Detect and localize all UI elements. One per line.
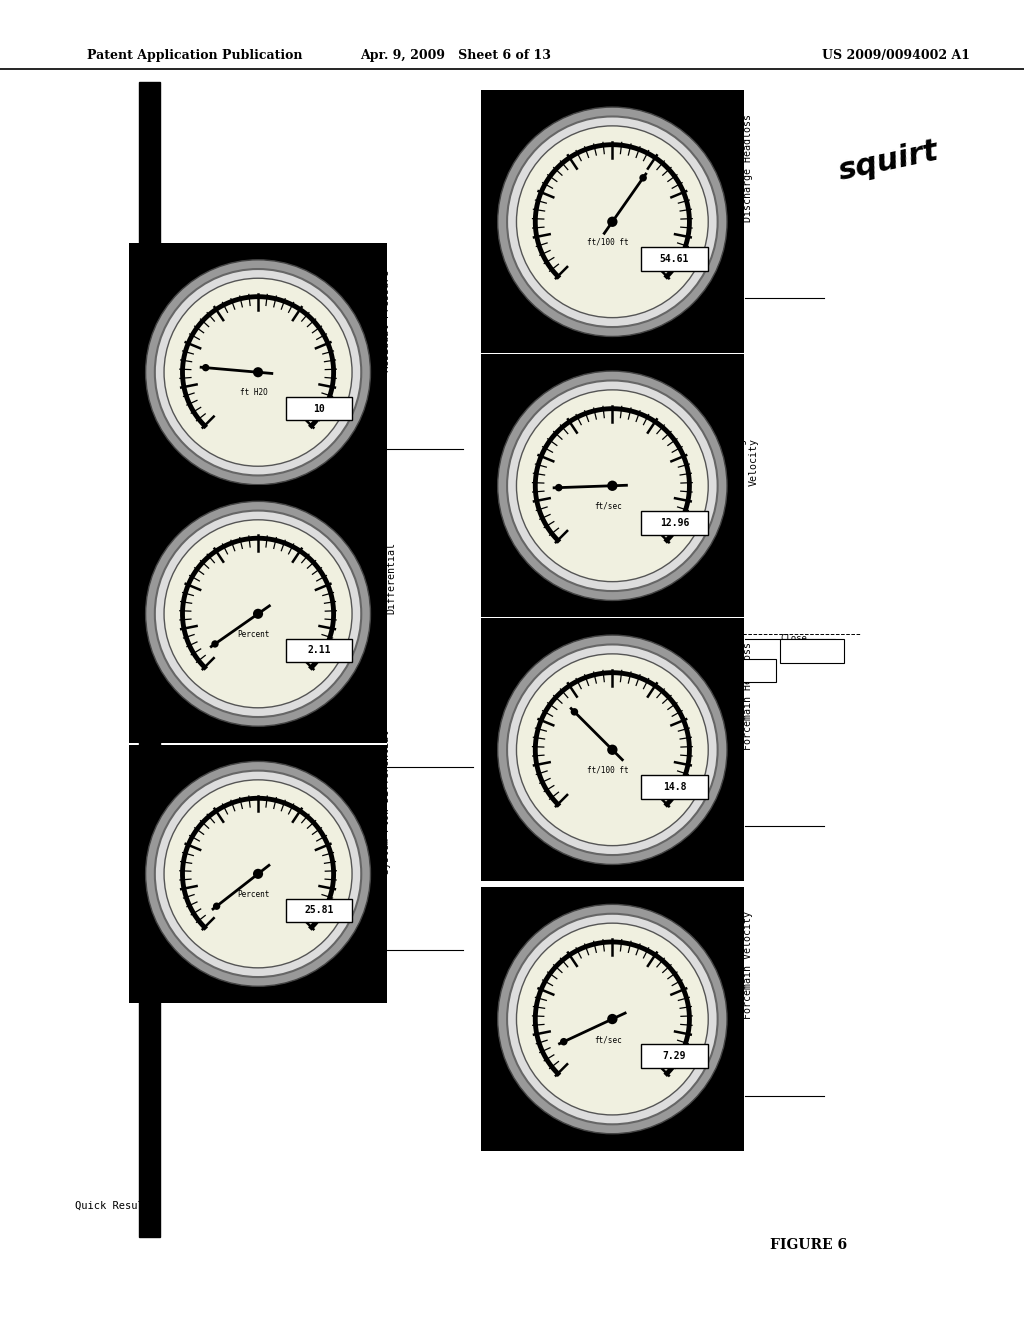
Bar bbox=[286, 899, 352, 921]
Text: Quick Results: Quick Results bbox=[75, 1200, 156, 1210]
Text: ft/sec: ft/sec bbox=[594, 502, 622, 511]
Bar bbox=[641, 775, 709, 799]
Text: ft/100 ft: ft/100 ft bbox=[587, 238, 629, 247]
Circle shape bbox=[607, 744, 617, 755]
Circle shape bbox=[516, 125, 709, 318]
Circle shape bbox=[516, 653, 709, 846]
Circle shape bbox=[211, 640, 219, 648]
Bar bbox=[641, 1044, 709, 1068]
Bar bbox=[641, 511, 709, 535]
Circle shape bbox=[145, 762, 371, 986]
Bar bbox=[780, 639, 844, 663]
Circle shape bbox=[498, 904, 727, 1134]
Circle shape bbox=[145, 502, 371, 726]
Circle shape bbox=[507, 116, 718, 327]
Circle shape bbox=[498, 635, 727, 865]
Circle shape bbox=[639, 174, 647, 182]
Circle shape bbox=[253, 869, 263, 879]
Text: Lateral
Differential: Lateral Differential bbox=[375, 541, 397, 614]
Text: FIGURE 6: FIGURE 6 bbox=[770, 1238, 848, 1251]
Text: Discharge
Velocity: Discharge Velocity bbox=[736, 432, 759, 486]
Text: Percent: Percent bbox=[238, 890, 269, 899]
Circle shape bbox=[164, 780, 352, 968]
Circle shape bbox=[607, 216, 617, 227]
Circle shape bbox=[507, 380, 718, 591]
Text: Close: Close bbox=[780, 634, 807, 643]
Circle shape bbox=[570, 708, 579, 715]
Text: ft H2O: ft H2O bbox=[240, 388, 267, 397]
Circle shape bbox=[507, 644, 718, 855]
Circle shape bbox=[555, 484, 562, 491]
Text: 54.61: 54.61 bbox=[659, 253, 689, 264]
Bar bbox=[286, 397, 352, 420]
Text: Print: Print bbox=[698, 653, 725, 663]
Bar bbox=[641, 247, 709, 271]
Circle shape bbox=[164, 279, 352, 466]
Circle shape bbox=[253, 609, 263, 619]
Text: Forcemain Velocity: Forcemain Velocity bbox=[742, 911, 753, 1019]
Text: Percent: Percent bbox=[238, 630, 269, 639]
Circle shape bbox=[498, 107, 727, 337]
Text: Patent Application Publication: Patent Application Publication bbox=[87, 49, 302, 62]
Text: Apr. 9, 2009   Sheet 6 of 13: Apr. 9, 2009 Sheet 6 of 13 bbox=[360, 49, 551, 62]
Circle shape bbox=[253, 367, 263, 378]
Bar bbox=[286, 639, 352, 661]
Bar bbox=[139, 82, 160, 1237]
Circle shape bbox=[607, 1014, 617, 1024]
Circle shape bbox=[507, 913, 718, 1125]
Text: ft/sec: ft/sec bbox=[594, 1035, 622, 1044]
Text: squirt: squirt bbox=[836, 136, 942, 186]
Circle shape bbox=[145, 260, 371, 484]
Circle shape bbox=[560, 1038, 567, 1045]
Text: 10: 10 bbox=[313, 404, 325, 413]
Circle shape bbox=[213, 903, 220, 909]
Text: 7.29: 7.29 bbox=[663, 1051, 686, 1061]
Circle shape bbox=[516, 389, 709, 582]
Bar bbox=[717, 659, 776, 682]
Circle shape bbox=[155, 511, 361, 717]
Circle shape bbox=[155, 771, 361, 977]
Circle shape bbox=[498, 371, 727, 601]
Text: Discharge Headloss: Discharge Headloss bbox=[742, 114, 753, 222]
Text: 14.8: 14.8 bbox=[663, 781, 686, 792]
Circle shape bbox=[607, 480, 617, 491]
Text: 25.81: 25.81 bbox=[304, 906, 334, 915]
Circle shape bbox=[155, 269, 361, 475]
Text: Forcemain Headloss: Forcemain Headloss bbox=[742, 642, 753, 750]
Text: 2.11: 2.11 bbox=[307, 645, 331, 655]
Text: US 2009/0094002 A1: US 2009/0094002 A1 bbox=[822, 49, 970, 62]
Text: ft/100 ft: ft/100 ft bbox=[587, 766, 629, 775]
Circle shape bbox=[164, 520, 352, 708]
Text: Residual Pressure: Residual Pressure bbox=[381, 271, 391, 372]
Text: System Flow Differential: System Flow Differential bbox=[381, 730, 391, 874]
Text: 12.96: 12.96 bbox=[659, 517, 689, 528]
Circle shape bbox=[202, 364, 209, 371]
Circle shape bbox=[516, 923, 709, 1115]
